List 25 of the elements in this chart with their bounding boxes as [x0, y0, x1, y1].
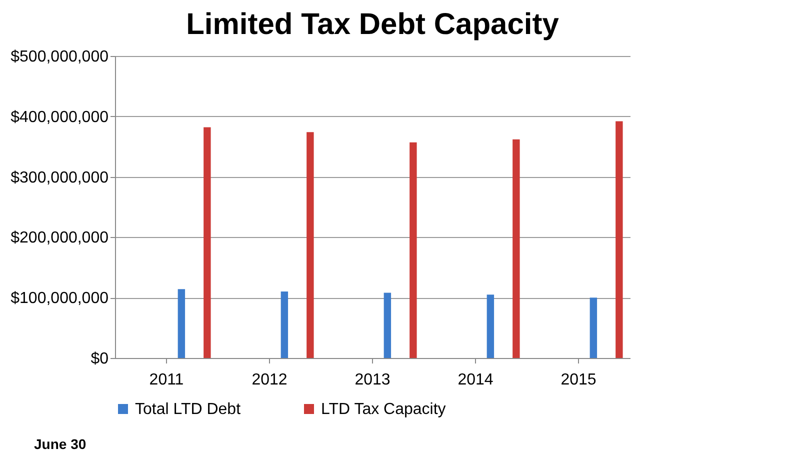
x-tick-label: 2011: [149, 372, 184, 388]
legend-label: Total LTD Debt: [135, 401, 242, 418]
bar: [486, 294, 494, 358]
y-tick-label: $100,000,000: [10, 290, 109, 308]
bar: [204, 127, 211, 358]
x-tick-label: 2014: [458, 372, 494, 388]
x-tick-label: 2012: [252, 372, 288, 388]
y-tick-label: $0: [90, 350, 109, 368]
bar: [280, 292, 288, 358]
bar: [512, 139, 520, 358]
bar: [590, 298, 598, 358]
legend-label: LTD Tax Capacity: [321, 401, 446, 418]
y-tick-label: $500,000,000: [10, 48, 109, 66]
bar: [410, 142, 417, 358]
y-tick-label: $200,000,000: [10, 230, 109, 247]
bar: [178, 289, 186, 358]
x-tick-label: 2015: [560, 372, 596, 388]
bar: [616, 121, 623, 358]
x-tick-label: 2013: [354, 372, 390, 388]
y-tick-label: $400,000,000: [10, 108, 109, 126]
chart-title: Limited Tax Debt Capacity: [186, 8, 560, 41]
y-tick-label: $300,000,000: [10, 169, 109, 186]
text: June 30: [34, 436, 86, 452]
bar: [306, 132, 314, 358]
bar: [384, 292, 392, 358]
